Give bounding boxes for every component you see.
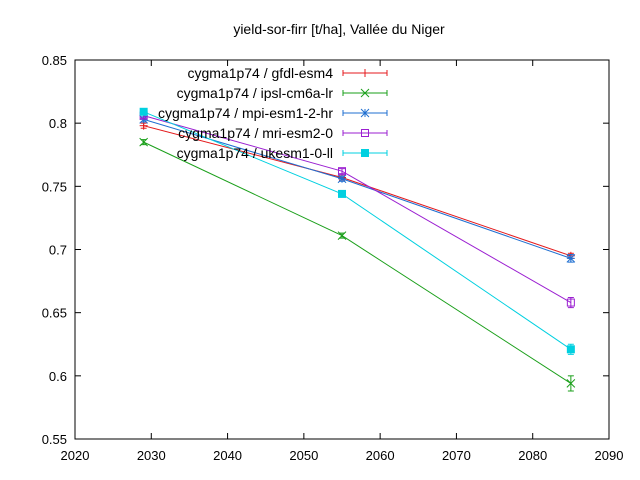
- x-tick-label: 2040: [213, 448, 242, 463]
- y-tick-label: 0.55: [42, 432, 67, 447]
- data-point: [338, 189, 346, 198]
- x-tick-label: 2030: [137, 448, 166, 463]
- error-bar: [339, 168, 345, 175]
- legend-item: cygma1p74 / ukesm1-0-ll: [177, 145, 388, 161]
- legend-label: cygma1p74 / ukesm1-0-ll: [177, 145, 333, 161]
- legend-label: cygma1p74 / mri-esm2-0: [178, 125, 333, 141]
- data-point: [361, 149, 369, 157]
- data-point: [566, 253, 576, 263]
- series-ipsl-cm6a-lr: [139, 137, 576, 392]
- series-gfdl-esm4: [139, 121, 575, 260]
- y-tick-label: 0.6: [49, 369, 67, 384]
- x-tick-label: 2060: [366, 448, 395, 463]
- x-tick-label: 2020: [61, 448, 90, 463]
- legend-item: cygma1p74 / ipsl-cm6a-lr: [177, 85, 388, 101]
- data-point: [566, 298, 575, 307]
- data-point: [566, 345, 575, 354]
- data-point: [360, 108, 370, 118]
- legend-item: cygma1p74 / gfdl-esm4: [187, 65, 388, 81]
- y-tick-label: 0.75: [42, 179, 67, 194]
- legend-item: cygma1p74 / mpi-esm1-2-hr: [158, 105, 388, 121]
- series-ukesm1-0-ll: [139, 107, 575, 355]
- data-point: [337, 174, 347, 184]
- x-tick-label: 2050: [289, 448, 318, 463]
- data-point: [139, 137, 149, 147]
- axis-ticks: 2020 2030 2040 2050 2060 2070 2080 2090 0.55 0.6 0…: [42, 53, 624, 463]
- series-line: [143, 115, 572, 303]
- data-point: [566, 379, 576, 388]
- chart-title: yield-sor-firr [t/ha], Vallée du Niger: [233, 21, 445, 37]
- x-tick-label: 2070: [442, 448, 471, 463]
- data-point: [360, 88, 370, 98]
- x-tick-label: 2090: [595, 448, 624, 463]
- legend-item: cygma1p74 / mri-esm2-0: [178, 125, 388, 141]
- series-line: [143, 141, 572, 384]
- legend-label: cygma1p74 / gfdl-esm4: [187, 65, 333, 81]
- data-point: [338, 167, 346, 176]
- data-point: [361, 129, 369, 137]
- series-layer: [139, 107, 576, 392]
- legend-label: cygma1p74 / mpi-esm1-2-hr: [158, 105, 333, 121]
- y-tick-label: 0.7: [49, 243, 67, 258]
- legend-label: cygma1p74 / ipsl-cm6a-lr: [177, 85, 334, 101]
- data-point: [361, 69, 369, 77]
- x-tick-label: 2080: [518, 448, 547, 463]
- y-tick-label: 0.85: [42, 53, 67, 68]
- data-point: [139, 107, 148, 116]
- data-point: [337, 231, 347, 240]
- y-tick-label: 0.8: [49, 116, 67, 131]
- y-tick-label: 0.65: [42, 306, 67, 321]
- legend: cygma1p74 / gfdl-esm4 cygma1p74 / ipsl-cm…: [158, 65, 388, 161]
